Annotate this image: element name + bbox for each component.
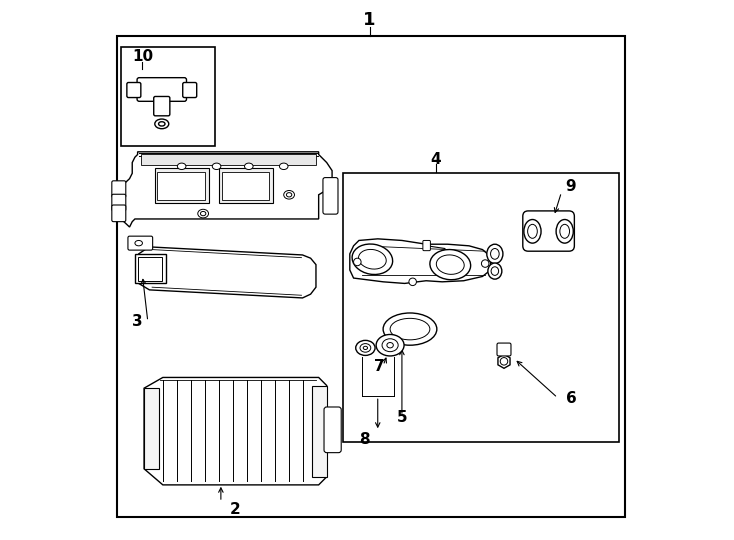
Ellipse shape bbox=[490, 248, 499, 259]
Bar bbox=[312, 386, 327, 477]
Ellipse shape bbox=[286, 193, 292, 197]
Ellipse shape bbox=[491, 267, 498, 275]
Ellipse shape bbox=[135, 240, 142, 246]
Text: 7: 7 bbox=[374, 359, 384, 374]
Polygon shape bbox=[144, 377, 327, 485]
FancyBboxPatch shape bbox=[128, 236, 153, 250]
Text: 6: 6 bbox=[566, 392, 576, 407]
FancyBboxPatch shape bbox=[153, 97, 170, 116]
Bar bbox=[135, 254, 166, 284]
Ellipse shape bbox=[430, 249, 470, 280]
Ellipse shape bbox=[244, 163, 253, 170]
Ellipse shape bbox=[363, 346, 368, 349]
Bar bbox=[219, 168, 273, 203]
Text: 3: 3 bbox=[132, 314, 142, 328]
Ellipse shape bbox=[528, 224, 537, 238]
Bar bbox=[117, 36, 625, 517]
Polygon shape bbox=[498, 354, 510, 368]
Ellipse shape bbox=[212, 163, 221, 170]
Ellipse shape bbox=[487, 244, 503, 264]
Ellipse shape bbox=[280, 163, 288, 170]
Text: 10: 10 bbox=[132, 49, 153, 64]
Polygon shape bbox=[139, 247, 316, 298]
Bar bbox=[222, 172, 269, 200]
Ellipse shape bbox=[390, 319, 430, 340]
Ellipse shape bbox=[436, 255, 464, 274]
Ellipse shape bbox=[360, 343, 371, 352]
Ellipse shape bbox=[556, 219, 573, 243]
Text: 2: 2 bbox=[230, 502, 241, 517]
Bar bbox=[144, 388, 159, 469]
Polygon shape bbox=[350, 239, 490, 284]
Ellipse shape bbox=[383, 313, 437, 345]
Text: 8: 8 bbox=[360, 431, 370, 447]
Text: 5: 5 bbox=[396, 410, 407, 425]
Ellipse shape bbox=[382, 339, 398, 352]
Bar bbox=[343, 173, 619, 442]
FancyBboxPatch shape bbox=[324, 407, 341, 453]
Ellipse shape bbox=[159, 122, 165, 126]
FancyBboxPatch shape bbox=[523, 211, 575, 251]
Bar bbox=[142, 154, 316, 165]
Ellipse shape bbox=[352, 244, 393, 274]
Ellipse shape bbox=[488, 263, 502, 279]
Text: 4: 4 bbox=[430, 152, 441, 167]
Ellipse shape bbox=[356, 340, 375, 355]
Text: 9: 9 bbox=[564, 179, 575, 194]
Ellipse shape bbox=[358, 249, 386, 269]
Ellipse shape bbox=[409, 278, 416, 286]
Ellipse shape bbox=[284, 191, 294, 199]
FancyBboxPatch shape bbox=[423, 240, 430, 251]
FancyBboxPatch shape bbox=[323, 178, 338, 214]
Ellipse shape bbox=[376, 334, 404, 356]
Ellipse shape bbox=[524, 219, 541, 243]
FancyBboxPatch shape bbox=[183, 83, 197, 98]
Bar bbox=[137, 257, 161, 281]
FancyBboxPatch shape bbox=[127, 83, 141, 98]
Ellipse shape bbox=[155, 119, 169, 129]
FancyBboxPatch shape bbox=[112, 194, 126, 211]
Bar bbox=[158, 172, 205, 200]
Ellipse shape bbox=[354, 258, 361, 266]
Text: 1: 1 bbox=[363, 11, 376, 29]
Ellipse shape bbox=[482, 260, 489, 267]
FancyBboxPatch shape bbox=[112, 181, 126, 198]
Ellipse shape bbox=[197, 210, 208, 218]
FancyBboxPatch shape bbox=[137, 78, 186, 102]
Polygon shape bbox=[121, 152, 332, 227]
Ellipse shape bbox=[200, 212, 206, 216]
Bar bbox=[155, 168, 208, 203]
FancyBboxPatch shape bbox=[497, 343, 511, 356]
Bar bbox=[121, 47, 215, 146]
Ellipse shape bbox=[178, 163, 186, 170]
FancyBboxPatch shape bbox=[112, 205, 126, 221]
Ellipse shape bbox=[387, 342, 393, 348]
Ellipse shape bbox=[560, 224, 570, 238]
Ellipse shape bbox=[501, 357, 508, 365]
